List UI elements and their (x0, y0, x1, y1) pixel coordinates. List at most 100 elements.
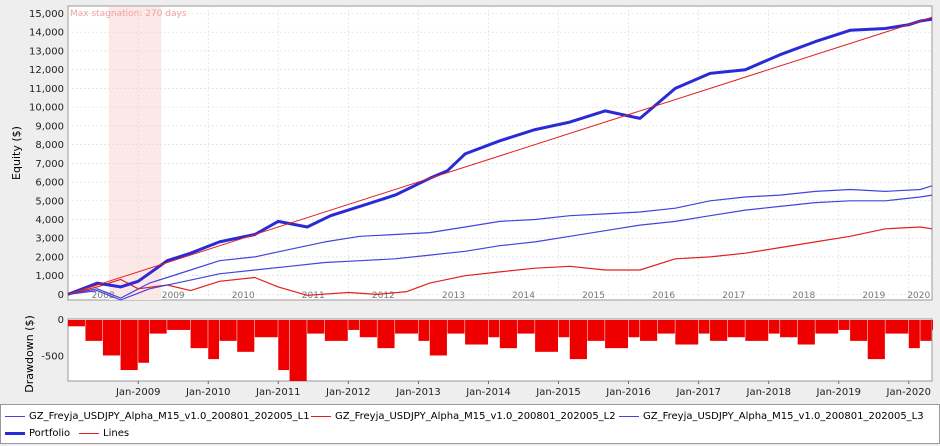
drawdown-bar (429, 320, 447, 356)
ytick-label: 14,000 (29, 28, 64, 39)
legend-label: GZ_Freyja_USDJPY_Alpha_M15_v1.0_200801_2… (29, 410, 310, 422)
drawdown-bar (675, 320, 699, 345)
legend-swatch (79, 432, 99, 434)
drawdown-bar (120, 320, 138, 371)
legend-swatch (5, 431, 25, 435)
drawdown-bar (167, 320, 191, 330)
drawdown-bar (932, 320, 933, 330)
series-line-2 (67, 194, 933, 301)
drawdown-bar (815, 320, 839, 334)
ytick-label: 4,000 (35, 215, 64, 226)
drawdown-bar (698, 320, 710, 334)
drawdown-bar (149, 320, 167, 334)
legend-swatch (311, 415, 331, 417)
dd-ytick-label: -500 (41, 351, 64, 362)
drawdown-bar (657, 320, 675, 334)
dd-xtick-label: Jan-2009 (115, 387, 160, 398)
series-line-4 (67, 16, 933, 295)
ytick-label: 15,000 (29, 9, 64, 20)
drawdown-bar (867, 320, 885, 360)
drawdown-bar (920, 320, 932, 341)
drawdown-bar (908, 320, 920, 349)
xtick-label-year: 2014 (512, 291, 535, 301)
dd-xtick-label: Jan-2016 (605, 387, 650, 398)
xtick-label-year: 2017 (722, 291, 745, 301)
dd-xtick-label: Jan-2012 (325, 387, 370, 398)
xtick-label-year: 2015 (582, 291, 605, 301)
ytick-label: 0 (58, 290, 64, 301)
drawdown-bar (745, 320, 769, 341)
drawdown-bar (348, 320, 360, 330)
xtick-label-year: 2020 (907, 291, 930, 301)
drawdown-bar (517, 320, 535, 334)
drawdown-bar (605, 320, 629, 349)
drawdown-bar (780, 320, 798, 338)
drawdown-bar (237, 320, 255, 352)
drawdown-bar (418, 320, 430, 341)
drawdown-bar (535, 320, 559, 352)
dd-xtick-label: Jan-2014 (465, 387, 510, 398)
dd-xtick-label: Jan-2013 (395, 387, 440, 398)
dd-xtick-label: Jan-2020 (886, 387, 931, 398)
drawdown-bar (850, 320, 868, 341)
ytick-label: 8,000 (35, 140, 64, 151)
equity-y-axis-label: Equity ($) (10, 126, 23, 180)
drawdown-bar (727, 320, 745, 338)
series-line-1 (67, 226, 933, 296)
dd-xtick-label: Jan-2019 (816, 387, 861, 398)
legend-label: Lines (103, 427, 130, 439)
legend-item-portfolio: Portfolio (5, 426, 70, 440)
drawdown-bar (68, 320, 85, 327)
drawdown-bar (447, 320, 465, 334)
legend-label: Portfolio (29, 427, 71, 439)
legend-item-lines: Lines (79, 426, 129, 440)
drawdown-bar (710, 320, 728, 341)
legend-swatch (619, 415, 639, 417)
xtick-label-year: 2009 (162, 291, 185, 301)
drawdown-bar (569, 320, 587, 360)
xtick-label-year: 2018 (792, 291, 815, 301)
stagnation-annotation: Max stagnation: 270 days (70, 9, 187, 19)
drawdown-y-axis-label: Drawdown ($) (23, 315, 36, 393)
drawdown-bar (359, 320, 377, 338)
xtick-label-year: 2010 (232, 291, 255, 301)
ytick-label: 12,000 (29, 65, 64, 76)
drawdown-bar (628, 320, 640, 338)
legend-item-l3: GZ_Freyja_USDJPY_Alpha_M15_v1.0_200801_2… (619, 409, 924, 423)
legend-label: GZ_Freyja_USDJPY_Alpha_M15_v1.0_200801_2… (335, 410, 616, 422)
xtick-label-year: 2012 (372, 291, 395, 301)
drawdown-bar (465, 320, 488, 345)
ytick-label: 11,000 (29, 84, 64, 95)
drawdown-bar (838, 320, 850, 330)
drawdown-bar (254, 320, 278, 338)
drawdown-bar (307, 320, 325, 334)
ytick-label: 3,000 (35, 234, 64, 245)
dd-xtick-label: Jan-2011 (255, 387, 300, 398)
dd-ytick-label: 0 (58, 315, 64, 326)
drawdown-bar (219, 320, 237, 341)
dd-xtick-label: Jan-2018 (746, 387, 791, 398)
drawdown-bar (640, 320, 658, 341)
drawdown-bar (885, 320, 909, 334)
xtick-label-year: 2008 (92, 291, 115, 301)
drawdown-bar (324, 320, 348, 341)
drawdown-bar (587, 320, 605, 341)
drawdown-bar (395, 320, 418, 334)
drawdown-bar (190, 320, 208, 349)
series-line-0 (67, 185, 933, 299)
ytick-label: 2,000 (35, 252, 64, 263)
dd-xtick-label: Jan-2015 (535, 387, 580, 398)
ytick-label: 13,000 (29, 46, 64, 57)
stagnation-shading (108, 7, 162, 300)
ytick-label: 7,000 (35, 159, 64, 170)
drawdown-bar (558, 320, 570, 338)
drawdown-bar (488, 320, 500, 338)
drawdown-bar (102, 320, 121, 356)
drawdown-bar (208, 320, 220, 360)
dd-xtick-label: Jan-2017 (675, 387, 720, 398)
xtick-label-year: 2011 (302, 291, 325, 301)
drawdown-bar (278, 320, 290, 371)
drawdown-bar (85, 320, 103, 341)
legend: GZ_Freyja_USDJPY_Alpha_M15_v1.0_200801_2… (0, 404, 940, 444)
dd-xtick-label: Jan-2010 (185, 387, 230, 398)
